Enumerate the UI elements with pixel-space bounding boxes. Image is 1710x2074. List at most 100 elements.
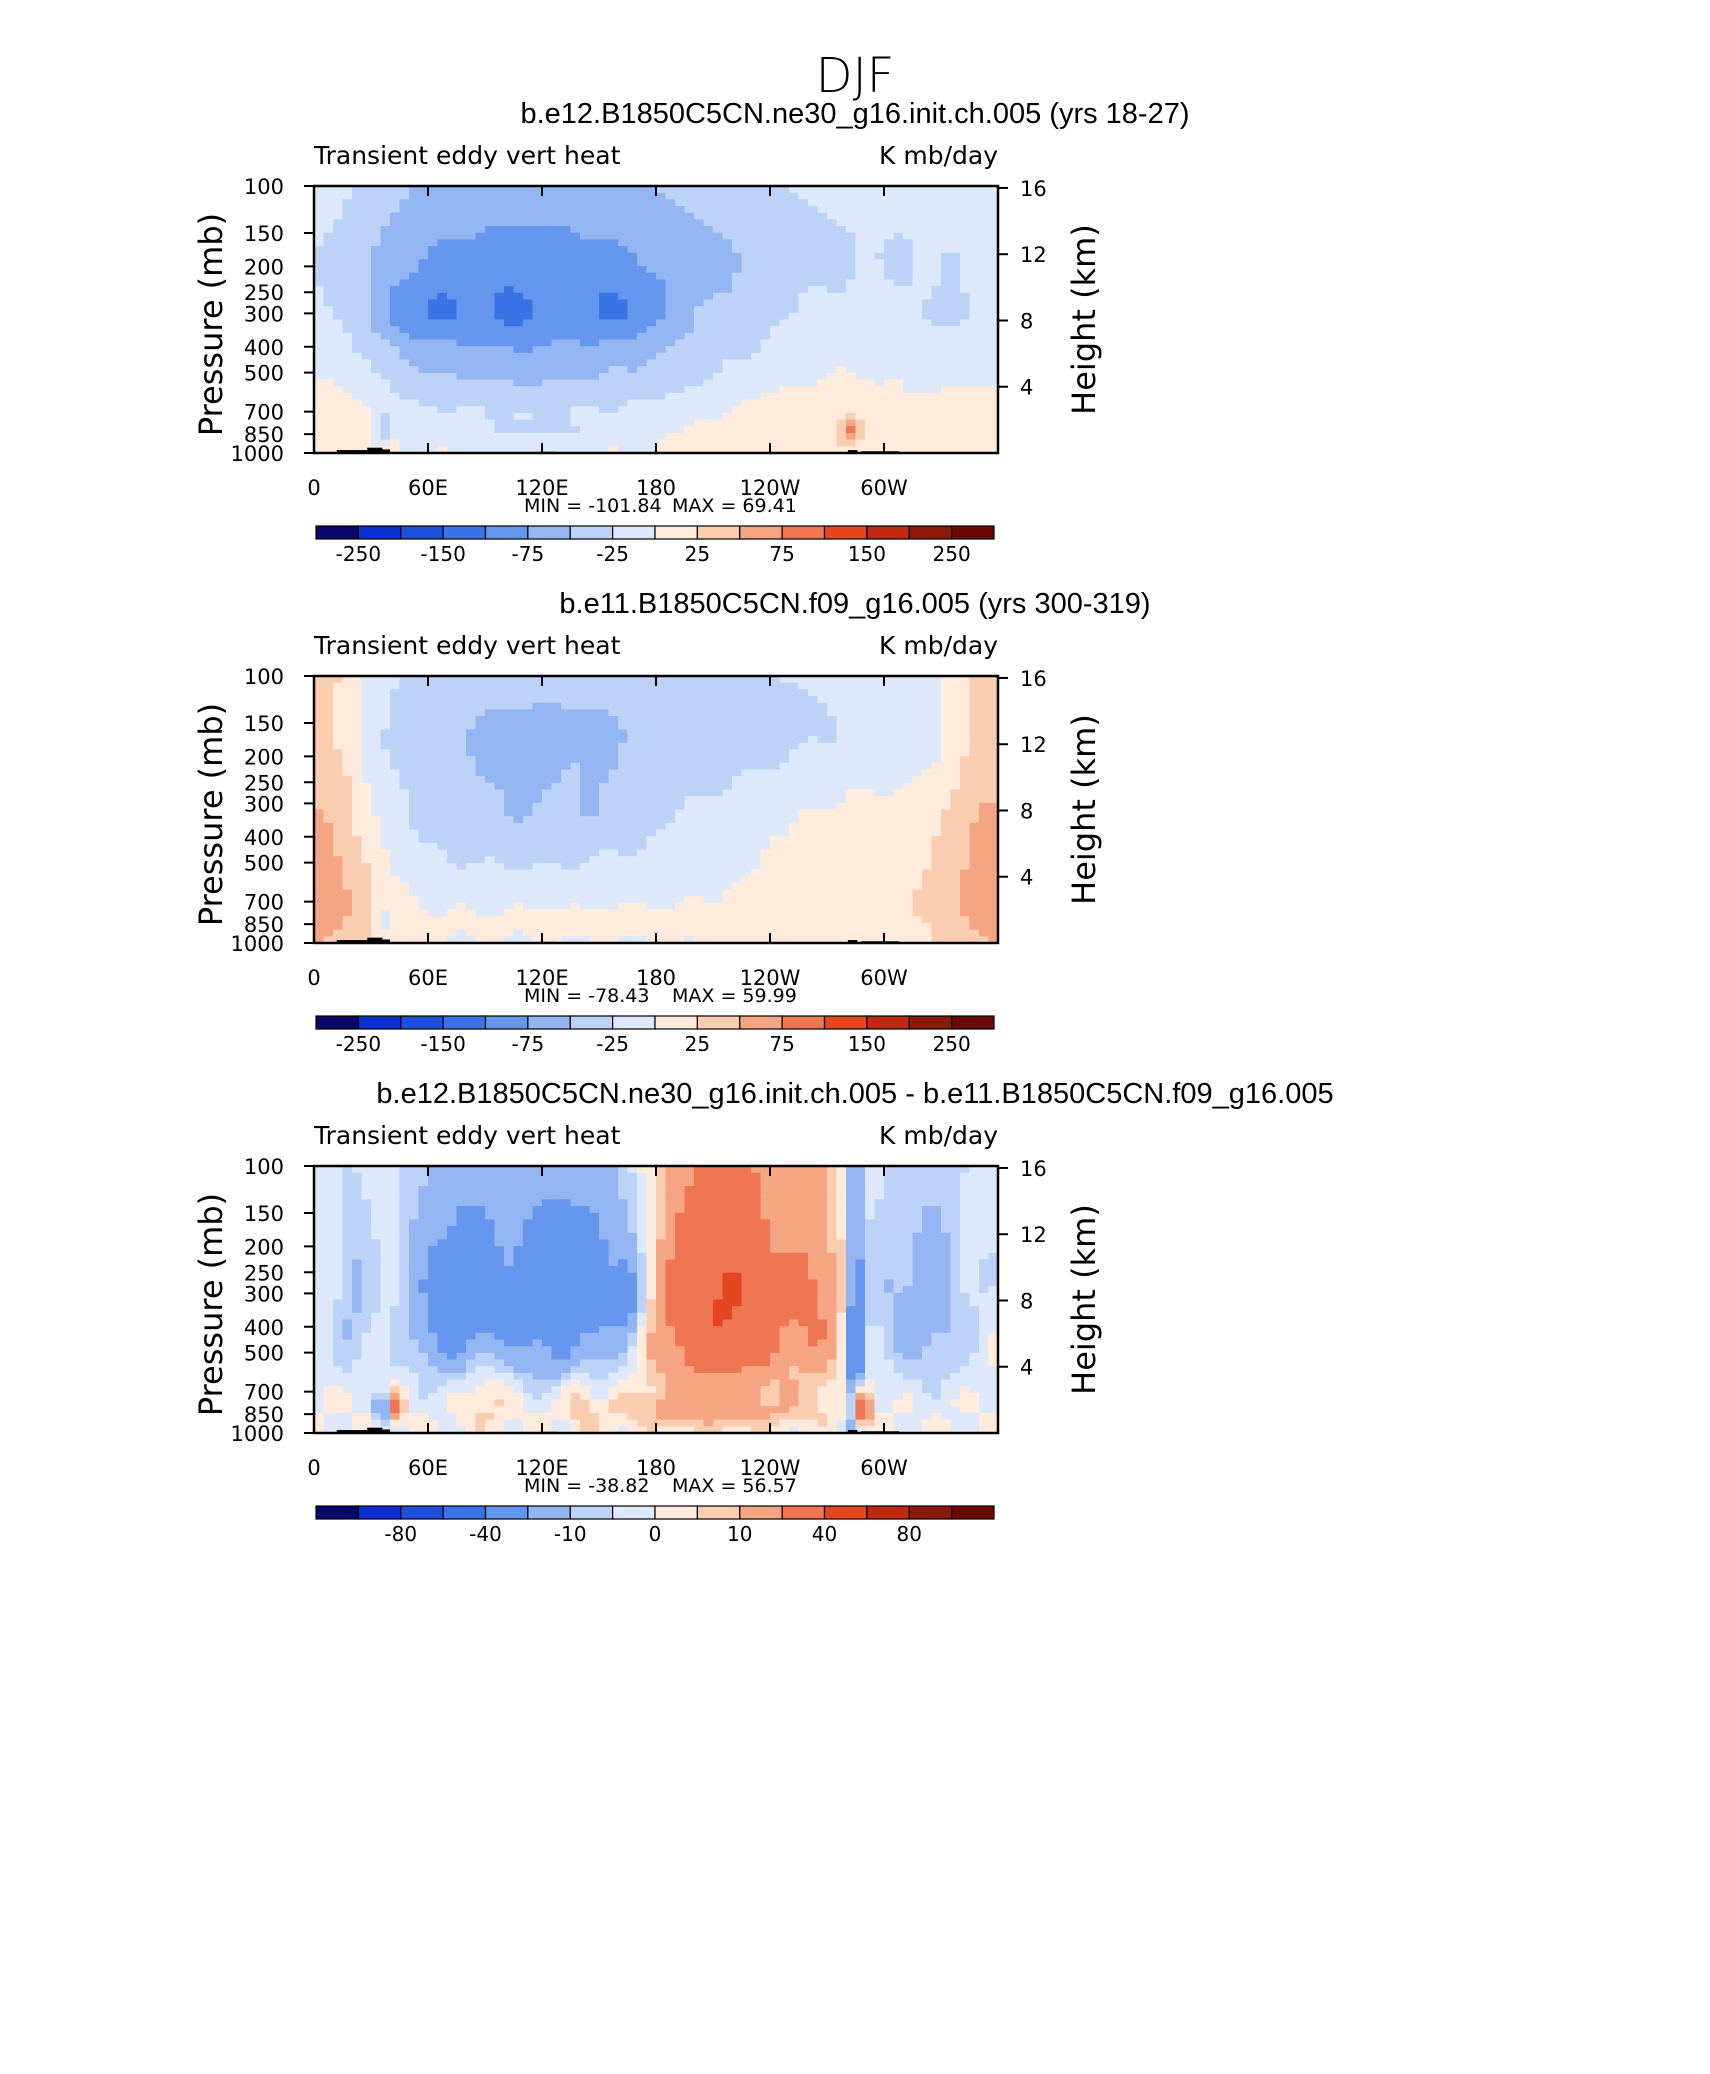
heatmap-cell [523, 186, 534, 194]
heatmap-cell [523, 339, 534, 347]
heatmap-cell [770, 776, 781, 784]
heatmap-cell [684, 756, 695, 764]
heatmap-cell [361, 446, 372, 454]
heatmap-cell [371, 366, 382, 374]
heatmap-cell [523, 312, 534, 321]
heatmap-cell [532, 822, 543, 831]
heatmap-cell [551, 736, 562, 744]
heatmap-cell [979, 326, 990, 334]
heatmap-cell [627, 359, 638, 367]
heatmap-cell [846, 186, 857, 194]
heatmap-cell [988, 756, 999, 764]
heatmap-cell [608, 346, 619, 354]
heatmap-cell [390, 306, 401, 314]
heatmap-cell [751, 426, 762, 434]
heatmap-cell [485, 809, 496, 817]
chart-title: b.e12.B1850C5CN.ne30_g16.init.ch.005 (yr… [520, 98, 1189, 130]
heatmap-cell [770, 419, 781, 427]
heatmap-cell [874, 742, 885, 751]
heatmap-cell [988, 432, 999, 441]
heatmap-cell [333, 829, 344, 837]
heatmap-cell [817, 272, 828, 281]
heatmap-cell [817, 359, 828, 367]
heatmap-cell [855, 212, 866, 220]
heatmap-cell [751, 722, 762, 730]
heatmap-cell [770, 762, 781, 771]
heatmap-cell [779, 259, 790, 267]
heatmap-cell [741, 789, 752, 797]
heatmap-cell [646, 192, 657, 200]
heatmap-cell [418, 219, 429, 227]
heatmap-cell [808, 199, 819, 207]
heatmap-cell [608, 232, 619, 240]
heatmap-cell [542, 682, 553, 690]
heatmap-cell [532, 776, 543, 784]
heatmap-cell [713, 849, 724, 857]
heatmap-cell [751, 689, 762, 697]
heatmap-cell [399, 756, 410, 764]
heatmap-cell [817, 219, 828, 227]
heatmap-cell [390, 386, 401, 394]
heatmap-cell [608, 272, 619, 281]
heatmap-cell [494, 432, 505, 441]
heatmap-cell [903, 432, 914, 441]
heatmap-cell [827, 319, 838, 327]
heatmap-cell [390, 796, 401, 804]
heatmap-cell [627, 326, 638, 334]
heatmap-cell [513, 292, 524, 301]
heatmap-cell [741, 689, 752, 697]
heatmap-cell [523, 226, 534, 234]
heatmap-cell [893, 789, 904, 797]
heatmap-cell [504, 366, 515, 374]
heatmap-cell [684, 829, 695, 837]
heatmap-cell [817, 676, 828, 684]
heatmap-cell [779, 842, 790, 851]
heatmap-cell [589, 206, 600, 214]
heatmap-cell [979, 432, 990, 441]
heatmap-cell [960, 836, 971, 844]
heatmap-cell [751, 789, 762, 797]
heatmap-cell [371, 246, 382, 254]
heatmap-cell [855, 412, 866, 421]
heatmap-cell [475, 856, 486, 864]
heatmap-cell [817, 292, 828, 301]
heatmap-cell [361, 816, 372, 824]
heatmap-cell [684, 406, 695, 414]
heatmap-cell [694, 446, 705, 454]
heatmap-cell [732, 426, 743, 434]
heatmap-cell [646, 399, 657, 407]
heatmap-cell [589, 439, 600, 447]
heatmap-cell [504, 239, 515, 247]
heatmap-cell [732, 676, 743, 684]
heatmap-cell [646, 219, 657, 227]
heatmap-cell [656, 332, 667, 341]
heatmap-cell [827, 312, 838, 321]
heatmap-cell [418, 312, 429, 321]
colorbar-label: -150 [420, 542, 465, 566]
heatmap-cell [665, 709, 676, 717]
heatmap-cell [979, 722, 990, 730]
heatmap-cell [589, 212, 600, 220]
heatmap-cell [846, 749, 857, 757]
heatmap-cell [570, 326, 581, 334]
heatmap-cell [513, 279, 524, 287]
y2-tick-label: 4 [1020, 376, 1033, 400]
heatmap-cell [770, 352, 781, 361]
heatmap-cell [770, 292, 781, 301]
heatmap-cell [390, 392, 401, 401]
heatmap-cell [418, 716, 429, 724]
heatmap-cell [979, 842, 990, 851]
heatmap-cell [960, 856, 971, 864]
heatmap-cell [475, 419, 486, 427]
heatmap-cell [960, 849, 971, 857]
heatmap-cell [789, 199, 800, 207]
heatmap-cell [922, 829, 933, 837]
heatmap-cell [323, 776, 334, 784]
heatmap-cell [380, 432, 391, 441]
heatmap-cell [665, 432, 676, 441]
heatmap-cell [551, 406, 562, 414]
heatmap-cell [979, 419, 990, 427]
heatmap-cell [314, 312, 325, 321]
heatmap-cell [314, 789, 325, 797]
heatmap-cell [912, 736, 923, 744]
